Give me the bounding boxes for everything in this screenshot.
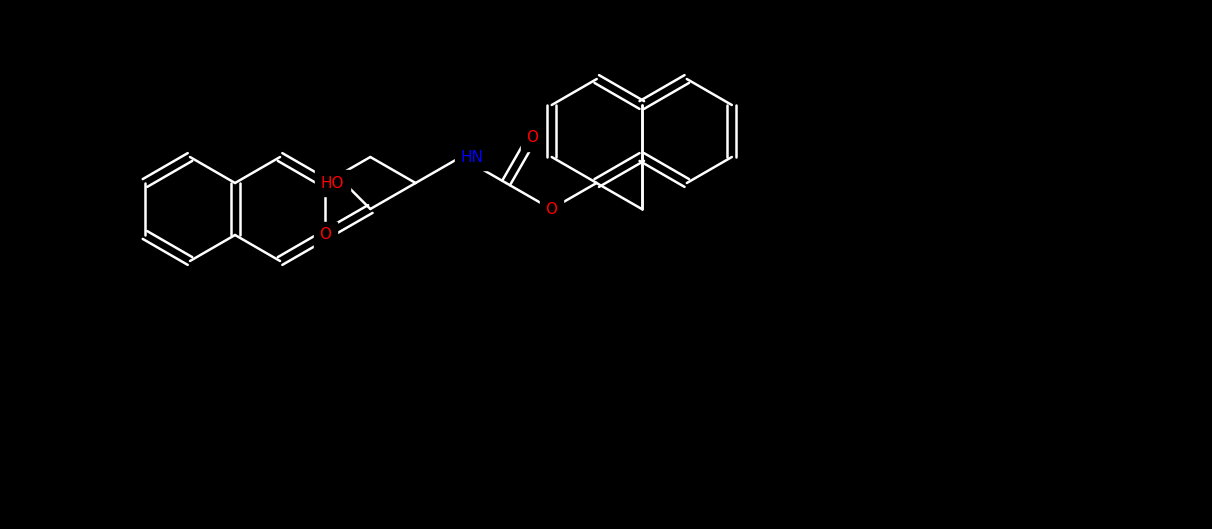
Text: HN: HN bbox=[461, 150, 484, 165]
Text: HO: HO bbox=[321, 176, 344, 190]
Text: O: O bbox=[526, 130, 538, 145]
Text: O: O bbox=[545, 202, 558, 216]
Text: O: O bbox=[319, 227, 331, 242]
